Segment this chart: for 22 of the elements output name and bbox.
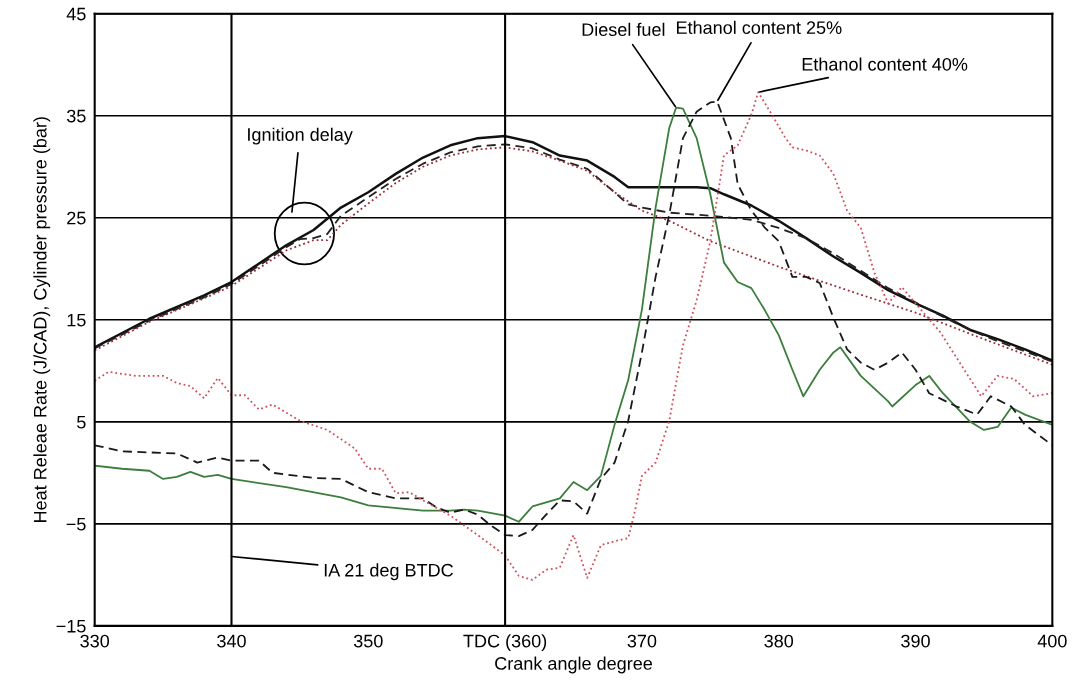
text: Ethanol content 40% xyxy=(802,57,968,71)
x-tick-label: 330 xyxy=(80,634,110,648)
x-tick-label: 340 xyxy=(217,634,246,648)
y-tick-label: −15 xyxy=(56,619,86,633)
x-tick-label: 400 xyxy=(1037,634,1067,648)
y-tick-label: 5 xyxy=(77,415,86,429)
y-tick-label: 25 xyxy=(67,211,86,225)
y-tick-label: 35 xyxy=(66,109,86,123)
y-axis-title: Heat Releae Rate (J/CAD), Cylinder pressure (bar) xyxy=(33,117,51,522)
annotation: IA 21 deg BTDC xyxy=(324,563,453,581)
x-tick-label: 370 xyxy=(627,634,657,648)
y-tick-label: −5 xyxy=(66,517,86,531)
x-axis-title: Crank angle degree xyxy=(495,656,653,674)
y-tick-label: 15 xyxy=(67,313,86,327)
x-tick-label: 380 xyxy=(764,634,794,648)
x-tick-label: 350 xyxy=(353,634,383,648)
x-tick-label: TDC (360) xyxy=(463,634,547,652)
annotation: Ignition delay xyxy=(248,127,353,145)
x-tick-label: 390 xyxy=(901,634,930,648)
y-tick-label: 45 xyxy=(66,7,86,21)
text: Ethanol content 25% xyxy=(676,20,842,35)
text: Diesel fuel xyxy=(582,22,665,37)
